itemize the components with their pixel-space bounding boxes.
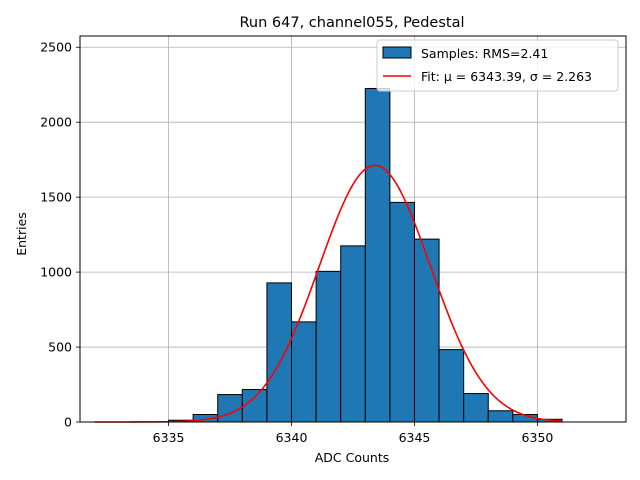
y-tick-label: 2000 [40, 115, 72, 130]
legend: Samples: RMS=2.41 Fit: μ = 6343.39, σ = … [376, 39, 619, 92]
histogram-bar [364, 87, 391, 423]
legend-entry-fit: Fit: μ = 6343.39, σ = 2.263 [421, 69, 592, 84]
x-tick-label: 6340 [276, 430, 308, 445]
histogram-bar [291, 321, 317, 423]
x-tick-label: 6345 [399, 430, 431, 445]
x-tick-label: 6335 [153, 430, 185, 445]
histogram-bar [413, 238, 440, 423]
histogram-bar [389, 201, 415, 423]
y-tick-label: 2500 [40, 40, 72, 55]
histogram-bar [217, 394, 243, 423]
histogram-bars [168, 87, 563, 423]
y-tick-label: 0 [64, 415, 72, 430]
y-axis-ticks: 0 500 1000 1500 2000 2500 [40, 40, 80, 430]
y-tick-label: 500 [48, 340, 72, 355]
legend-box [376, 39, 619, 92]
x-axis-ticks: 6335 6340 6345 6350 [153, 422, 554, 445]
histogram-bar [315, 270, 342, 423]
y-tick-label: 1500 [40, 190, 72, 205]
histogram-bar [340, 245, 366, 423]
histogram-bar [487, 410, 514, 423]
histogram-bar [241, 388, 268, 423]
plot-frame [79, 35, 627, 423]
x-tick-label: 6350 [522, 430, 554, 445]
legend-entry-samples: Samples: RMS=2.41 [421, 46, 548, 61]
histogram-bar [438, 349, 465, 423]
legend-bar-swatch [382, 46, 412, 59]
chart-title: Run 647, channel055, Pedestal [239, 15, 464, 31]
y-axis-label: Entries [14, 212, 29, 256]
x-axis-label: ADC Counts [315, 450, 390, 465]
histogram-bar [463, 393, 489, 423]
histogram-bar [266, 282, 293, 423]
y-tick-label: 1000 [40, 265, 72, 280]
